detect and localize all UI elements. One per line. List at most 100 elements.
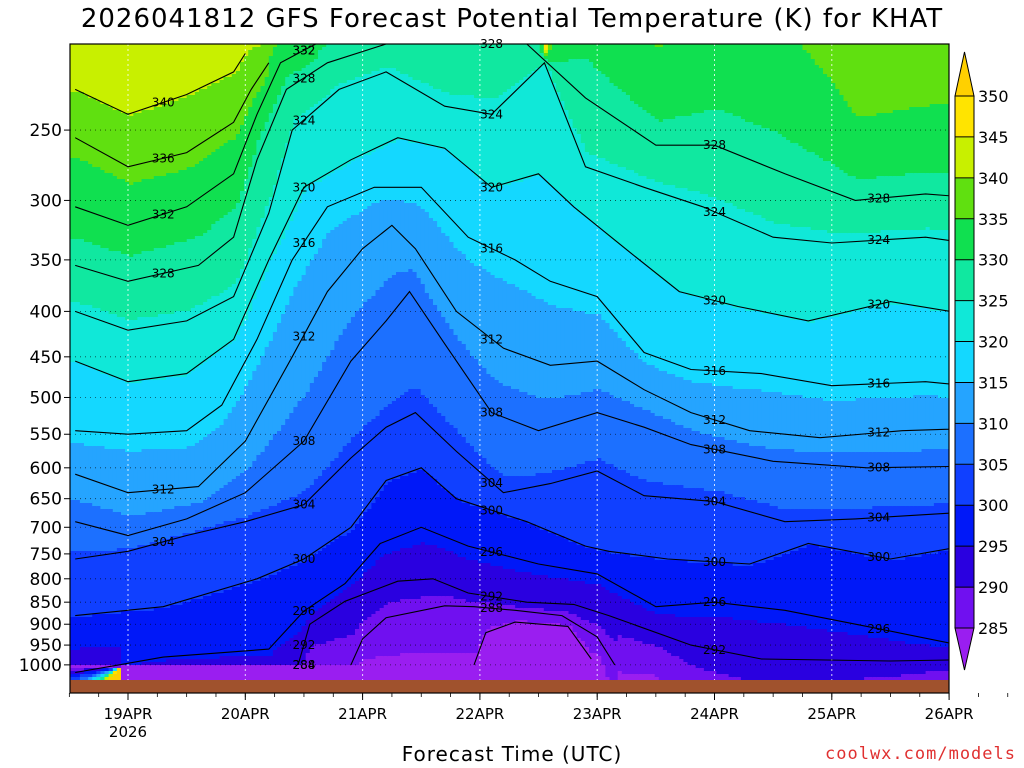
theta-cell — [798, 395, 804, 453]
theta-cell — [379, 287, 385, 411]
theta-cell — [860, 509, 865, 555]
theta-cell — [162, 662, 167, 666]
theta-cell — [482, 98, 487, 183]
theta-cell — [851, 311, 857, 402]
theta-cell — [133, 515, 138, 549]
theta-cell — [482, 602, 487, 636]
theta-cell — [490, 188, 496, 276]
theta-cell — [162, 509, 167, 540]
theta-cell — [75, 671, 81, 675]
theta-cell — [145, 662, 151, 666]
theta-cell — [445, 596, 450, 654]
theta-cell — [531, 476, 537, 525]
theta-cell — [64, 650, 69, 666]
theta-cell — [843, 314, 849, 402]
theta-cell — [108, 674, 114, 678]
theta-cell — [121, 113, 126, 180]
theta-cell — [227, 44, 233, 78]
theta-cell — [64, 674, 69, 678]
colorbar-segment — [955, 259, 974, 302]
theta-cell — [441, 317, 446, 417]
theta-cell — [761, 218, 767, 315]
theta-cell — [732, 389, 738, 441]
theta-cell — [350, 635, 356, 666]
theta-cell — [699, 383, 705, 435]
contour-label-316: 316 — [292, 236, 315, 250]
theta-cell — [831, 452, 836, 510]
theta-cell — [831, 317, 836, 402]
theta-cell — [137, 44, 143, 114]
theta-cell — [909, 173, 914, 231]
theta-cell — [404, 74, 409, 141]
theta-cell — [318, 644, 323, 666]
theta-cell — [650, 611, 656, 645]
theta-cell — [658, 647, 664, 680]
theta-cell — [375, 71, 381, 150]
theta-cell — [888, 176, 894, 231]
theta-cell — [847, 551, 853, 636]
theta-cell — [662, 185, 668, 282]
theta-cell — [162, 314, 167, 381]
theta-cell — [658, 278, 664, 372]
theta-cell — [416, 278, 422, 390]
theta-cell — [699, 563, 705, 618]
theta-cell — [100, 170, 106, 249]
colorbar-label: 345 — [978, 128, 1009, 147]
theta-cell — [190, 533, 196, 600]
theta-cell — [679, 617, 684, 660]
theta-cell — [149, 662, 155, 666]
theta-cell — [346, 218, 352, 324]
theta-cell — [371, 44, 377, 72]
theta-cell — [112, 176, 118, 252]
theta-cell — [761, 128, 767, 219]
theta-cell — [375, 149, 381, 204]
theta-cell — [412, 44, 418, 81]
theta-cell — [252, 371, 257, 462]
theta-cell — [843, 551, 849, 633]
contour-label-328: 328 — [152, 266, 175, 280]
isentrope-292 — [297, 578, 949, 666]
theta-cell — [240, 518, 245, 585]
theta-cell — [313, 44, 319, 60]
theta-cell — [121, 665, 126, 680]
theta-cell — [638, 641, 643, 675]
theta-cell — [942, 449, 947, 504]
theta-cell — [543, 302, 549, 399]
theta-cell — [630, 254, 635, 351]
theta-cell — [162, 380, 167, 450]
theta-cell — [157, 665, 163, 680]
theta-cell — [892, 452, 898, 507]
theta-cell — [584, 584, 590, 621]
theta-cell — [203, 596, 208, 660]
theta-cell — [301, 398, 307, 492]
theta-cell — [420, 653, 426, 680]
theta-cell — [950, 650, 955, 672]
theta-cell — [84, 242, 89, 306]
theta-cell — [929, 671, 935, 680]
theta-cell — [88, 98, 93, 165]
y-tick-label: 650 — [30, 490, 62, 510]
theta-cell — [703, 383, 709, 435]
theta-cell — [396, 551, 401, 603]
theta-cell — [683, 662, 689, 680]
theta-cell — [424, 545, 430, 597]
theta-cell — [125, 254, 130, 321]
theta-cell — [129, 257, 134, 321]
theta-cell — [552, 62, 557, 84]
theta-cell — [387, 404, 393, 483]
theta-cell — [716, 110, 721, 201]
theta-cell — [634, 674, 639, 680]
theta-cell — [162, 665, 167, 680]
theta-cell — [445, 422, 450, 492]
theta-cell — [322, 44, 327, 48]
theta-cell — [839, 233, 845, 315]
theta-cell — [572, 581, 578, 615]
theta-cell — [137, 611, 143, 666]
theta-cell — [880, 305, 886, 399]
theta-cell — [387, 44, 393, 69]
theta-cell — [231, 341, 237, 408]
theta-cell — [950, 671, 955, 681]
theta-cell — [691, 431, 697, 489]
theta-cell — [203, 527, 208, 597]
theta-cell — [884, 677, 890, 680]
